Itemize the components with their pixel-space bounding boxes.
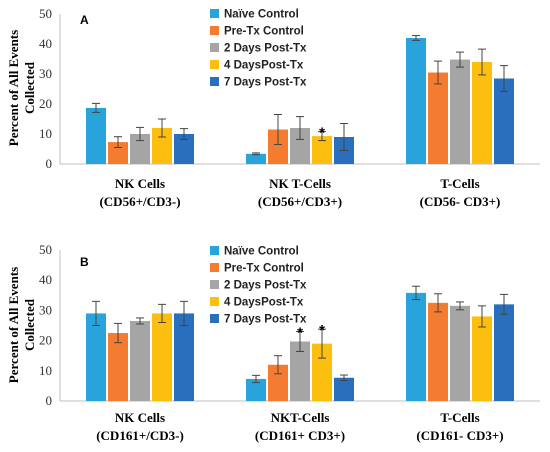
- legend-swatch: [210, 280, 219, 289]
- panel-label: A: [80, 13, 89, 27]
- legend-label: Naïve Control: [224, 246, 299, 258]
- x-category-label: (CD161+/CD3-): [96, 428, 184, 443]
- bar: [246, 378, 266, 401]
- bar: [334, 377, 354, 401]
- y-axis-label-line: Percent of All Events: [6, 267, 21, 383]
- legend-label: 2 Days Post-Tx: [224, 43, 307, 55]
- legend-swatch: [210, 9, 219, 18]
- bar: [268, 364, 288, 401]
- bar: [108, 333, 128, 401]
- legend-label: Naïve Control: [224, 9, 299, 21]
- x-category-label: NKT-Cells: [271, 410, 330, 425]
- y-axis-label-line: Collected: [22, 61, 37, 114]
- bar: [268, 129, 288, 164]
- bar: [246, 153, 266, 164]
- bar: [406, 292, 426, 401]
- bar: [472, 62, 492, 164]
- legend-label: 4 DaysPost-Tx: [224, 297, 304, 309]
- bar: [450, 305, 470, 401]
- legend-label: 4 DaysPost-Tx: [224, 60, 304, 72]
- significance-marker: *: [319, 322, 325, 339]
- x-category-label: (CD56- CD3+): [420, 194, 501, 209]
- legend-swatch: [210, 246, 219, 255]
- bar: [428, 302, 448, 401]
- legend-label: 2 Days Post-Tx: [224, 280, 307, 292]
- x-category-label: T-Cells: [440, 176, 479, 191]
- legend-label: 7 Days Post-Tx: [224, 77, 307, 89]
- y-tick-label: 50: [39, 6, 52, 21]
- y-tick-label: 0: [46, 156, 53, 171]
- y-tick-label: 20: [39, 333, 52, 348]
- bar: [86, 107, 106, 164]
- y-tick-label: 30: [39, 66, 52, 81]
- y-tick-label: 40: [39, 272, 52, 287]
- x-category-label: (CD161+ CD3+): [255, 428, 345, 443]
- x-category-label: (CD161- CD3+): [416, 428, 503, 443]
- bar: [174, 313, 194, 401]
- bar: [152, 313, 172, 401]
- bar: [312, 343, 332, 401]
- bar: [86, 313, 106, 401]
- bar: [406, 38, 426, 164]
- y-axis-label-line: Collected: [22, 298, 37, 351]
- x-category-label: (CD56+/CD3+): [258, 194, 342, 209]
- bar: [130, 134, 150, 164]
- legend-swatch: [210, 263, 219, 272]
- bar: [152, 128, 172, 164]
- panel-label: B: [80, 255, 89, 269]
- y-tick-label: 10: [39, 363, 52, 378]
- legend-label: 7 Days Post-Tx: [224, 314, 307, 326]
- legend-label: Pre-Tx Control: [224, 26, 304, 38]
- y-axis-label: Percent of All EventsCollected: [6, 30, 37, 146]
- y-tick-label: 20: [39, 96, 52, 111]
- significance-marker: *: [297, 325, 303, 342]
- y-axis-label: Percent of All EventsCollected: [6, 267, 37, 383]
- x-category-label: (CD56+/CD3-): [99, 194, 180, 209]
- legend-swatch: [210, 297, 219, 306]
- y-tick-label: 50: [39, 242, 52, 257]
- significance-marker: *: [319, 125, 325, 142]
- legend-swatch: [210, 60, 219, 69]
- bar: [494, 304, 514, 401]
- y-tick-label: 30: [39, 302, 52, 317]
- legend-swatch: [210, 26, 219, 35]
- legend-swatch: [210, 43, 219, 52]
- legend-swatch: [210, 314, 219, 323]
- legend-label: Pre-Tx Control: [224, 263, 304, 275]
- x-category-label: T-Cells: [440, 410, 479, 425]
- x-category-label: NK Cells: [115, 176, 165, 191]
- bar: [428, 72, 448, 164]
- y-tick-label: 10: [39, 126, 52, 141]
- bar: [108, 142, 128, 164]
- bar: [290, 341, 310, 401]
- bar: [290, 128, 310, 164]
- y-tick-label: 0: [46, 393, 53, 408]
- bar: [312, 136, 332, 164]
- bar: [450, 59, 470, 164]
- y-tick-label: 40: [39, 36, 52, 51]
- x-category-label: NK T-Cells: [269, 176, 331, 191]
- legend-swatch: [210, 77, 219, 86]
- x-category-label: NK Cells: [115, 410, 165, 425]
- y-axis-label-line: Percent of All Events: [6, 30, 21, 146]
- bar: [472, 316, 492, 401]
- bar: [494, 78, 514, 164]
- bar: [130, 320, 150, 401]
- bar: [174, 134, 194, 164]
